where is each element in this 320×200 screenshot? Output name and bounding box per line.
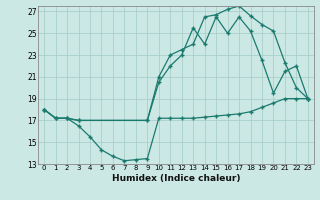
X-axis label: Humidex (Indice chaleur): Humidex (Indice chaleur) [112,174,240,183]
